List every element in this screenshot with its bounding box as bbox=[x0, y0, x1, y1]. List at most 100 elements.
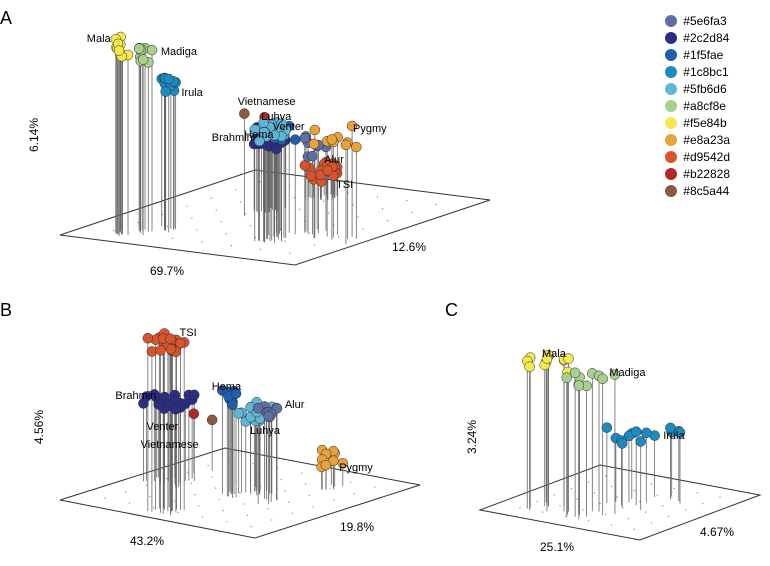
grid-dot bbox=[186, 206, 187, 207]
marker bbox=[170, 396, 180, 406]
marker bbox=[227, 400, 237, 410]
marker bbox=[264, 141, 274, 151]
marker bbox=[611, 433, 621, 443]
marker bbox=[155, 400, 165, 410]
grid-dot bbox=[628, 479, 629, 480]
grid-dot bbox=[662, 505, 663, 506]
grid-dot bbox=[113, 230, 114, 231]
marker bbox=[118, 50, 128, 60]
marker bbox=[147, 346, 157, 356]
grid-dot bbox=[191, 483, 192, 484]
marker bbox=[317, 445, 327, 455]
grid-dot bbox=[264, 193, 265, 194]
marker bbox=[303, 152, 313, 162]
legend-swatch bbox=[665, 49, 677, 61]
cluster-label: Irula bbox=[181, 87, 202, 99]
grid-dot bbox=[236, 481, 237, 482]
grid-dot bbox=[333, 500, 334, 501]
grid-dot bbox=[201, 241, 202, 242]
marker bbox=[138, 45, 148, 55]
marker bbox=[272, 403, 282, 413]
legend-swatch bbox=[665, 100, 677, 112]
axis-label: 4.56% bbox=[32, 410, 46, 444]
marker bbox=[113, 39, 123, 49]
marker bbox=[114, 46, 124, 56]
grid-dot bbox=[255, 237, 256, 238]
marker bbox=[136, 56, 146, 66]
marker bbox=[328, 456, 338, 466]
grid-dot bbox=[350, 482, 351, 483]
grid-dot bbox=[348, 193, 349, 194]
legend-item: #f5e84b bbox=[665, 116, 730, 130]
grid-dot bbox=[125, 491, 126, 492]
legend-swatch bbox=[665, 185, 677, 197]
marker bbox=[254, 403, 264, 413]
marker bbox=[254, 413, 264, 423]
grid-dot bbox=[674, 488, 675, 489]
grid-dot bbox=[318, 189, 319, 190]
grid-dot bbox=[634, 529, 635, 530]
marker bbox=[225, 394, 235, 404]
marker bbox=[277, 135, 287, 145]
marker bbox=[116, 32, 126, 42]
grid-dot bbox=[537, 501, 538, 502]
grid-dot bbox=[622, 507, 623, 508]
grid-dot bbox=[194, 494, 195, 495]
marker bbox=[143, 333, 153, 343]
grid-dot bbox=[651, 522, 652, 523]
axis-label: 43.2% bbox=[130, 534, 164, 548]
marker bbox=[134, 43, 144, 53]
grid-dot bbox=[363, 228, 364, 229]
marker bbox=[265, 412, 275, 422]
grid-dot bbox=[260, 249, 261, 250]
cluster-label: Luhya bbox=[261, 111, 291, 123]
marker bbox=[171, 347, 181, 357]
grid-dot bbox=[313, 506, 314, 507]
grid-dot bbox=[519, 507, 520, 508]
marker bbox=[171, 404, 181, 414]
marker bbox=[300, 160, 310, 170]
marker bbox=[330, 166, 340, 176]
marker bbox=[251, 416, 261, 426]
marker bbox=[326, 450, 336, 460]
grid-dot bbox=[333, 224, 334, 225]
grid-dot bbox=[617, 497, 618, 498]
cluster-label: Pygmy bbox=[339, 462, 373, 474]
grid-dot bbox=[264, 497, 265, 498]
marker bbox=[245, 402, 255, 412]
grid-dot bbox=[191, 218, 192, 219]
marker bbox=[525, 362, 535, 372]
marker bbox=[115, 49, 125, 59]
marker bbox=[323, 166, 333, 176]
marker bbox=[563, 367, 573, 377]
legend-label: #f5e84b bbox=[683, 116, 726, 130]
marker bbox=[316, 177, 326, 187]
grid-dot bbox=[323, 201, 324, 202]
grid-dot bbox=[639, 501, 640, 502]
grid-dot bbox=[170, 489, 171, 490]
marker bbox=[160, 73, 170, 83]
marker bbox=[575, 372, 585, 382]
grid-dot bbox=[149, 496, 150, 497]
legend-item: #1c8bc1 bbox=[665, 65, 730, 79]
legend-swatch bbox=[665, 32, 677, 44]
cluster-label: Luhya bbox=[250, 425, 280, 437]
marker bbox=[174, 401, 184, 411]
marker bbox=[304, 163, 314, 173]
marker bbox=[280, 135, 290, 145]
grid-dot bbox=[292, 513, 293, 514]
grid-dot bbox=[216, 209, 217, 210]
marker bbox=[207, 415, 217, 425]
marker bbox=[631, 427, 641, 437]
marker bbox=[157, 74, 167, 84]
legend-item: #a8cf8e bbox=[665, 99, 730, 113]
marker bbox=[239, 109, 249, 119]
legend-item: #5fb6d6 bbox=[665, 82, 730, 96]
grid-dot bbox=[651, 484, 652, 485]
marker bbox=[562, 373, 572, 383]
cluster-label: Vietnamese bbox=[141, 439, 199, 451]
marker bbox=[155, 399, 165, 409]
legend-label: #5fb6d6 bbox=[683, 82, 726, 96]
marker bbox=[111, 34, 121, 44]
marker bbox=[351, 142, 361, 152]
